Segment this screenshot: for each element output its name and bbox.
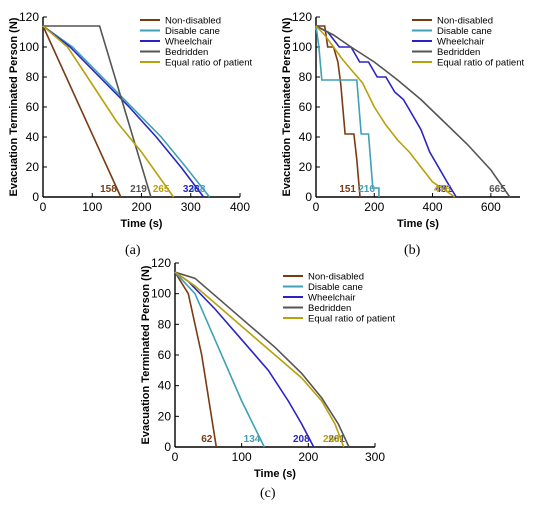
x-tick-label: 300 xyxy=(181,200,201,214)
y-tick-label: 60 xyxy=(158,348,172,362)
y-tick-label: 120 xyxy=(151,256,171,270)
caption-b: (b) xyxy=(404,243,421,258)
y-axis-label: Evacuation Terminated Person (N) xyxy=(8,17,20,196)
y-tick-label: 40 xyxy=(299,130,313,144)
series-line-wheelchair xyxy=(174,271,315,448)
series-line-wheelchair xyxy=(42,25,205,198)
legend-label: Equal ratio of patient xyxy=(165,58,253,69)
y-tick-label: 40 xyxy=(26,130,40,144)
series-line-bedridden xyxy=(315,25,511,198)
legend-label: Equal ratio of patient xyxy=(437,58,525,69)
y-tick-label: 60 xyxy=(26,100,40,114)
y-tick-label: 80 xyxy=(158,317,172,331)
series-line-bedridden xyxy=(43,25,152,198)
x-axis-label: Time (s) xyxy=(254,468,296,480)
caption-c: (c) xyxy=(260,486,276,501)
series-line-non-disabled xyxy=(42,25,122,198)
y-tick-label: 0 xyxy=(305,190,312,204)
legend-label: Non-disabled xyxy=(308,272,364,283)
end-time-label: 62 xyxy=(201,434,213,445)
x-tick-label: 0 xyxy=(313,200,320,214)
x-tick-label: 0 xyxy=(40,200,47,214)
y-tick-label: 60 xyxy=(299,100,313,114)
legend-label: Bedridden xyxy=(308,303,351,314)
legend-label: Non-disabled xyxy=(165,16,221,27)
end-time-label: 216 xyxy=(358,184,375,195)
y-tick-label: 20 xyxy=(158,409,172,423)
series-line-disable-cane xyxy=(315,25,380,197)
x-tick-label: 400 xyxy=(423,200,443,214)
y-tick-label: 0 xyxy=(32,190,39,204)
end-time-label: 158 xyxy=(100,184,117,195)
legend-label: Bedridden xyxy=(437,47,480,58)
series-line-equal-ratio xyxy=(174,271,345,448)
end-time-label: 265 xyxy=(153,184,170,195)
x-tick-label: 100 xyxy=(232,450,252,464)
y-tick-label: 100 xyxy=(292,40,312,54)
x-tick-label: 0 xyxy=(172,450,179,464)
x-tick-label: 600 xyxy=(481,200,501,214)
end-time-label: 665 xyxy=(489,184,506,195)
x-axis-label: Time (s) xyxy=(121,218,163,230)
x-tick-label: 400 xyxy=(230,200,250,214)
series-line-equal-ratio xyxy=(42,25,175,198)
end-time-label: 134 xyxy=(244,434,261,445)
x-axis-label: Time (s) xyxy=(397,218,439,230)
series-line-non-disabled xyxy=(174,271,218,448)
legend-label: Equal ratio of patient xyxy=(308,314,396,325)
end-time-label: 208 xyxy=(293,434,310,445)
y-tick-label: 20 xyxy=(299,160,313,174)
y-tick-label: 0 xyxy=(164,440,171,454)
y-tick-label: 120 xyxy=(19,10,39,24)
legend-label: Disable cane xyxy=(437,26,492,37)
legend-label: Wheelchair xyxy=(165,37,213,48)
legend-label: Bedridden xyxy=(165,47,208,58)
series-line-equal-ratio xyxy=(315,25,456,198)
legend-label: Wheelchair xyxy=(308,293,356,304)
y-tick-label: 100 xyxy=(19,40,39,54)
caption-a: (a) xyxy=(125,243,141,258)
y-tick-label: 40 xyxy=(158,379,172,393)
y-axis-label: Evacuation Terminated Person (N) xyxy=(281,17,293,196)
y-axis-label: Evacuation Terminated Person (N) xyxy=(140,265,152,444)
legend-label: Disable cane xyxy=(165,26,220,37)
series-line-disable-cane xyxy=(174,271,266,448)
end-time-label: 253 xyxy=(323,434,340,445)
y-tick-label: 100 xyxy=(151,287,171,301)
legend-label: Disable cane xyxy=(308,282,363,293)
y-tick-label: 80 xyxy=(299,70,313,84)
x-tick-label: 200 xyxy=(131,200,151,214)
series-line-bedridden xyxy=(174,271,350,448)
x-tick-label: 300 xyxy=(365,450,385,464)
legend-label: Wheelchair xyxy=(437,37,485,48)
legend-label: Non-disabled xyxy=(437,16,493,27)
x-tick-label: 200 xyxy=(298,450,318,464)
series-line-disable-cane xyxy=(42,25,211,198)
y-tick-label: 20 xyxy=(26,160,40,174)
end-time-label: 219 xyxy=(130,184,147,195)
x-tick-label: 200 xyxy=(364,200,384,214)
y-tick-label: 120 xyxy=(292,10,312,24)
end-time-label: 326 xyxy=(183,184,200,195)
x-tick-label: 100 xyxy=(82,200,102,214)
end-time-label: 151 xyxy=(339,184,356,195)
end-time-label: 261 xyxy=(328,434,345,445)
end-time-label: 476 xyxy=(434,184,451,195)
series-line-wheelchair xyxy=(315,25,457,198)
y-tick-label: 80 xyxy=(26,70,40,84)
